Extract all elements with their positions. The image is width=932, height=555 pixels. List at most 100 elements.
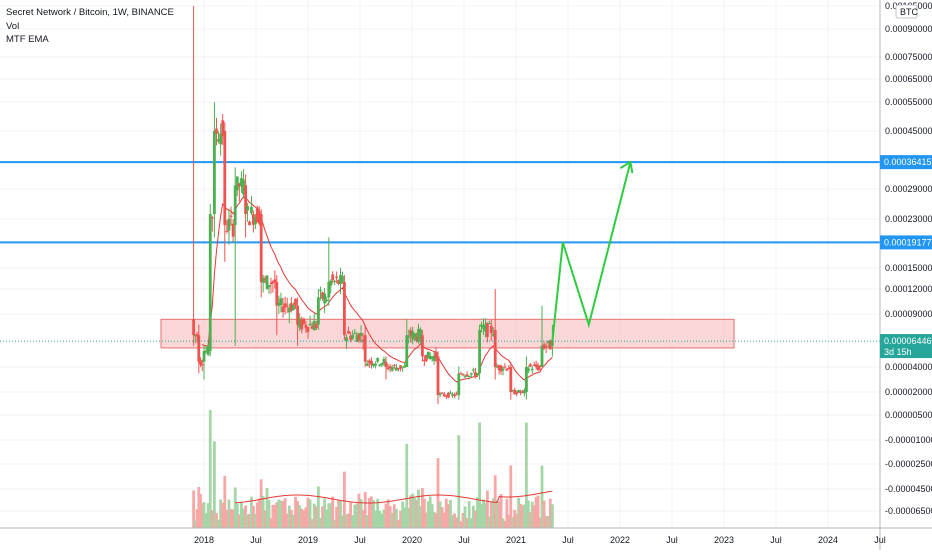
volume-bar (333, 519, 337, 528)
volume-bar (246, 514, 249, 528)
volume-bar (314, 506, 318, 528)
candle-body (267, 285, 271, 288)
volume-bar (335, 507, 338, 528)
volume-bar (252, 505, 255, 528)
volume-bar (225, 509, 229, 528)
x-tick-label: Jul (354, 535, 366, 545)
level-tag (880, 235, 932, 250)
candle-body (489, 325, 493, 334)
candle-body (534, 364, 538, 367)
volume-bar (277, 499, 281, 528)
volume-bar (200, 503, 204, 528)
volume-bar (459, 521, 463, 528)
candle-body (244, 185, 247, 214)
volume-bar (523, 504, 526, 528)
volume-bar (321, 506, 324, 528)
candle-body (444, 395, 448, 397)
volume-bar (325, 509, 329, 528)
candle-body (519, 391, 522, 393)
volume-bar (355, 503, 359, 528)
volume-bar (489, 502, 493, 528)
volume-bar (283, 498, 287, 528)
candle-body (397, 367, 400, 369)
volume-bar (343, 471, 346, 528)
volume-bar (327, 503, 331, 528)
candle-body (461, 374, 465, 376)
candle-body (467, 375, 471, 377)
candle-body (499, 365, 503, 372)
volume-ema-line (235, 490, 553, 504)
candle-body (517, 390, 520, 393)
support-zone (160, 318, 735, 349)
candle-body (367, 360, 371, 363)
volume-bar (378, 510, 382, 528)
volume-bars (192, 410, 554, 528)
volume-bar (357, 493, 361, 528)
candle-body (392, 364, 396, 366)
candle-body (306, 327, 310, 332)
candle-body (339, 275, 342, 285)
y-tick-label: 0.00023000 (885, 214, 932, 224)
volume-bar (428, 496, 432, 528)
volume-bar (296, 501, 299, 528)
currency-button (895, 4, 918, 19)
candle-body (453, 394, 457, 397)
volume-bar (497, 501, 501, 528)
volume-bar (281, 500, 285, 528)
candle-body (480, 324, 483, 327)
candle-body (197, 335, 201, 362)
candle-body (370, 360, 373, 365)
currency-label[interactable]: BTC (900, 7, 919, 17)
volume-bar (275, 502, 279, 528)
candle-body (372, 363, 375, 366)
candle-body (202, 351, 206, 362)
level-tag-text: 0.00019177 (884, 237, 932, 247)
volume-bar (465, 518, 469, 528)
candle-body (312, 321, 316, 331)
volume-bar (467, 501, 471, 528)
volume-bar (405, 443, 409, 528)
y-tick-label: 0.00015000 (885, 263, 932, 273)
volume-bar (265, 487, 269, 528)
candle-body (395, 367, 398, 371)
volume-bar (548, 498, 552, 528)
volume-bar (444, 498, 448, 528)
volume-bar (253, 513, 257, 528)
volume-bar (417, 489, 420, 528)
candle-body (413, 333, 416, 338)
y-tick-label: 0.00000500 (885, 410, 932, 420)
volume-bar (491, 498, 495, 528)
candle-body (380, 363, 384, 366)
candle-body (353, 333, 357, 335)
x-tick-label: Jul (874, 535, 886, 545)
candle-body (345, 337, 348, 342)
volume-bar (401, 501, 405, 528)
volume-bar (353, 504, 357, 528)
volume-bar (395, 508, 398, 528)
volume-bar (455, 517, 459, 528)
candle-body (331, 274, 335, 281)
volume-bar (195, 509, 199, 528)
candle-body (390, 367, 394, 371)
candle-body (217, 139, 220, 142)
candle-body (285, 305, 289, 307)
volume-bar (292, 514, 295, 528)
volume-bar (308, 499, 312, 528)
volume-bar (367, 498, 371, 528)
candle-body (319, 289, 322, 291)
volume-bar (540, 465, 544, 528)
volume-bar (438, 501, 442, 528)
grid (0, 0, 881, 528)
candle-body (199, 360, 202, 365)
candle-body (374, 363, 377, 366)
candle-body (329, 280, 333, 286)
volume-bar (363, 491, 367, 528)
candle-body (248, 221, 251, 226)
volume-bar (542, 500, 546, 528)
candle-body (204, 350, 208, 352)
candle-body (335, 276, 338, 279)
volume-bar (233, 487, 237, 528)
volume-bar (269, 518, 273, 528)
